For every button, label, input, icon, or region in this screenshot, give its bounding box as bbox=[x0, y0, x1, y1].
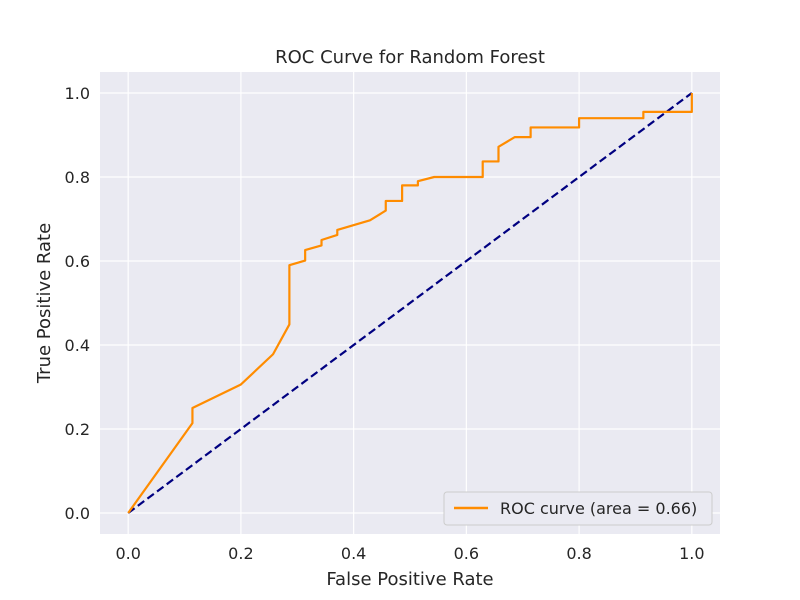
x-tick-label: 0.6 bbox=[454, 544, 479, 563]
y-tick-labels: 0.0 0.2 0.4 0.6 0.8 1.0 bbox=[65, 84, 90, 523]
y-tick-label: 0.8 bbox=[65, 168, 90, 187]
x-axis-label: False Positive Rate bbox=[326, 569, 493, 590]
y-tick-label: 0.4 bbox=[65, 336, 90, 355]
x-tick-label: 1.0 bbox=[679, 544, 704, 563]
chance-diagonal-line bbox=[127, 92, 693, 514]
legend: ROC curve (area = 0.66) bbox=[443, 491, 713, 526]
x-tick-labels: 0.0 0.2 0.4 0.6 0.8 1.0 bbox=[115, 544, 704, 563]
roc-curve-line bbox=[127, 93, 693, 514]
legend-box bbox=[443, 491, 713, 526]
x-tick-label: 0.4 bbox=[341, 544, 366, 563]
y-tick-label: 0.2 bbox=[65, 420, 90, 439]
chart-title: ROC Curve for Random Forest bbox=[275, 47, 545, 68]
series-layer bbox=[127, 92, 693, 514]
y-tick-label: 0.0 bbox=[65, 504, 90, 523]
y-tick-label: 1.0 bbox=[65, 84, 90, 103]
y-tick-label: 0.6 bbox=[65, 252, 90, 271]
x-tick-label: 0.2 bbox=[228, 544, 253, 563]
y-axis-label: True Positive Rate bbox=[34, 223, 55, 384]
x-tick-label: 0.8 bbox=[566, 544, 591, 563]
x-tick-label: 0.0 bbox=[115, 544, 140, 563]
legend-label-roc: ROC curve (area = 0.66) bbox=[500, 499, 697, 518]
grid bbox=[100, 72, 720, 534]
